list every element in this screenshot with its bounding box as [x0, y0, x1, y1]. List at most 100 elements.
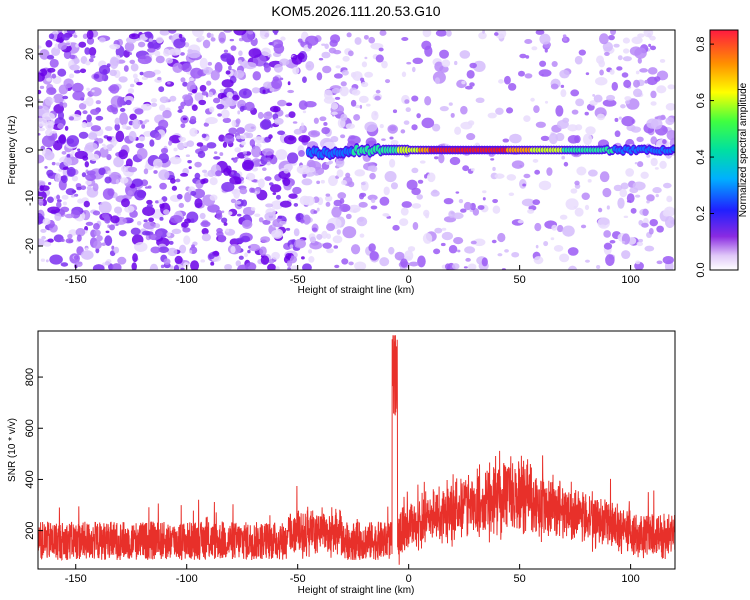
spectrogram-noise-blob: [252, 71, 261, 81]
spectrogram-noise-blob: [388, 246, 395, 255]
spectrogram-noise-blob: [578, 49, 587, 56]
spectrogram-noise-blob: [124, 205, 135, 213]
spectrogram-noise-blob: [54, 43, 59, 49]
spectrogram-noise-blob: [149, 263, 159, 270]
spectrogram-noise-blob: [130, 227, 141, 236]
spectrogram-noise-blob: [662, 255, 674, 265]
spectrogram-noise-blob: [241, 199, 248, 207]
colorbar-tick-label: 0.8: [695, 36, 707, 51]
spectrogram-noise-blob: [86, 185, 92, 191]
spectrogram-noise-blob: [251, 145, 262, 158]
spectrogram-noise-blob: [659, 58, 666, 63]
spectrogram-x-tick-label: 100: [621, 274, 639, 286]
colorbar-tick-label: 0.2: [695, 206, 707, 221]
spectrogram-noise-blob: [149, 139, 155, 147]
spectrogram-noise-blob: [448, 102, 453, 106]
spectrogram-noise-blob: [135, 142, 145, 149]
spectrogram-noise-blob: [319, 116, 327, 122]
spectrogram-noise-blob: [187, 92, 193, 96]
spectrogram-noise-blob: [200, 259, 206, 263]
spectrogram-noise-blob: [411, 203, 422, 209]
spectrogram-noise-blob: [244, 252, 248, 258]
spectrogram-noise-blob: [629, 46, 643, 56]
spectrogram-noise-blob: [125, 158, 133, 169]
spectrogram-noise-blob: [229, 38, 235, 42]
spectrogram-noise-blob: [78, 41, 87, 48]
spectrogram-noise-blob: [318, 57, 324, 61]
spectrogram-noise-blob: [445, 263, 451, 270]
spectrogram-noise-blob: [331, 87, 341, 94]
spectrogram-noise-blob: [279, 200, 292, 208]
spectrogram-noise-blob: [360, 192, 367, 197]
spectrogram-noise-blob: [64, 213, 75, 219]
spectrogram-noise-blob: [337, 192, 347, 200]
spectrogram-noise-blob: [459, 50, 471, 59]
spectrogram-signal-band: [305, 142, 675, 161]
spectrogram-noise-blob: [634, 162, 638, 165]
spectrogram-noise-blob: [86, 87, 90, 91]
spectrogram-noise-blob: [257, 111, 264, 120]
spectrogram-noise-blob: [38, 127, 46, 132]
spectrogram-noise-blob: [139, 71, 144, 76]
spectrogram-noise-blob: [389, 136, 394, 140]
spectrogram-noise-blob: [531, 46, 538, 51]
spectrogram-noise-blob: [117, 256, 127, 265]
spectrogram-noise-blob: [239, 106, 245, 112]
spectrogram-noise-blob: [190, 67, 203, 79]
spectrogram-noise-blob: [314, 173, 319, 176]
spectrogram-noise-blob: [353, 207, 360, 212]
spectrogram-noise-blob: [254, 213, 261, 217]
spectrogram-noise-blob: [644, 79, 649, 84]
spectrogram-noise-blob: [279, 220, 287, 225]
spectrogram-noise-blob: [162, 109, 172, 119]
spectrogram-x-tick-label: -50: [290, 274, 306, 286]
spectrogram-noise-blob: [85, 179, 92, 186]
spectrogram-noise-blob: [635, 260, 641, 265]
spectrogram-noise-blob: [642, 208, 649, 217]
spectrogram-noise-blob: [379, 30, 387, 36]
spectrogram-noise-blob: [134, 108, 144, 115]
spectrogram-noise-blob: [200, 220, 211, 228]
spectrogram-noise-blob: [614, 130, 621, 138]
spectrogram-noise-blob: [148, 38, 153, 42]
spectrogram-noise-blob: [606, 205, 610, 210]
spectrogram-noise-blob: [381, 60, 388, 69]
spectrogram-noise-blob: [242, 151, 248, 155]
spectrogram-noise-blob: [335, 65, 341, 69]
spectrogram-noise-blob: [58, 134, 66, 144]
spectrogram-noise-blob: [191, 88, 197, 94]
spectrogram-noise-blob: [427, 172, 436, 183]
spectrogram-noise-blob: [190, 218, 195, 223]
spectrogram-noise-blob: [88, 58, 94, 63]
spectrogram-noise-blob: [506, 174, 517, 181]
spectrogram-noise-blob: [160, 264, 165, 269]
spectrogram-noise-blob: [268, 259, 275, 264]
spectrogram-noise-blob: [103, 145, 108, 150]
spectrogram-noise-blob: [527, 208, 535, 214]
spectrogram-noise-blob: [497, 232, 506, 243]
spectrogram-noise-blob: [210, 33, 214, 38]
spectrogram-noise-blob: [341, 258, 349, 265]
snr-y-tick-label: 400: [24, 470, 36, 488]
spectrogram-noise-blob: [40, 185, 50, 191]
spectrogram-noise-blob: [511, 252, 520, 258]
spectrogram-noise-blob: [231, 119, 237, 127]
spectrogram-noise-blob: [364, 121, 378, 133]
spectrogram-noise-blob: [302, 76, 307, 83]
spectrogram-noise-blob: [328, 175, 338, 187]
spectrogram-noise-blob: [313, 210, 318, 214]
spectrogram-noise-blob: [179, 244, 187, 254]
spectrogram-noise-blob: [622, 48, 630, 54]
spectrogram-noise-blob: [178, 202, 185, 208]
spectrogram-noise-blob: [553, 244, 564, 252]
spectrogram-noise-blob: [114, 123, 121, 131]
spectrogram-noise-blob: [443, 197, 454, 205]
spectrogram-noise-blob: [56, 199, 62, 203]
snr-x-tick-label: -50: [290, 573, 306, 585]
spectrogram-noise-blob: [390, 139, 399, 146]
spectrogram-noise-blob: [73, 58, 80, 64]
spectrogram-noise-blob: [463, 266, 468, 269]
spectrogram-noise-blob: [45, 129, 53, 137]
spectrogram-noise-blob: [81, 121, 87, 129]
spectrogram-noise-blob: [129, 52, 132, 56]
